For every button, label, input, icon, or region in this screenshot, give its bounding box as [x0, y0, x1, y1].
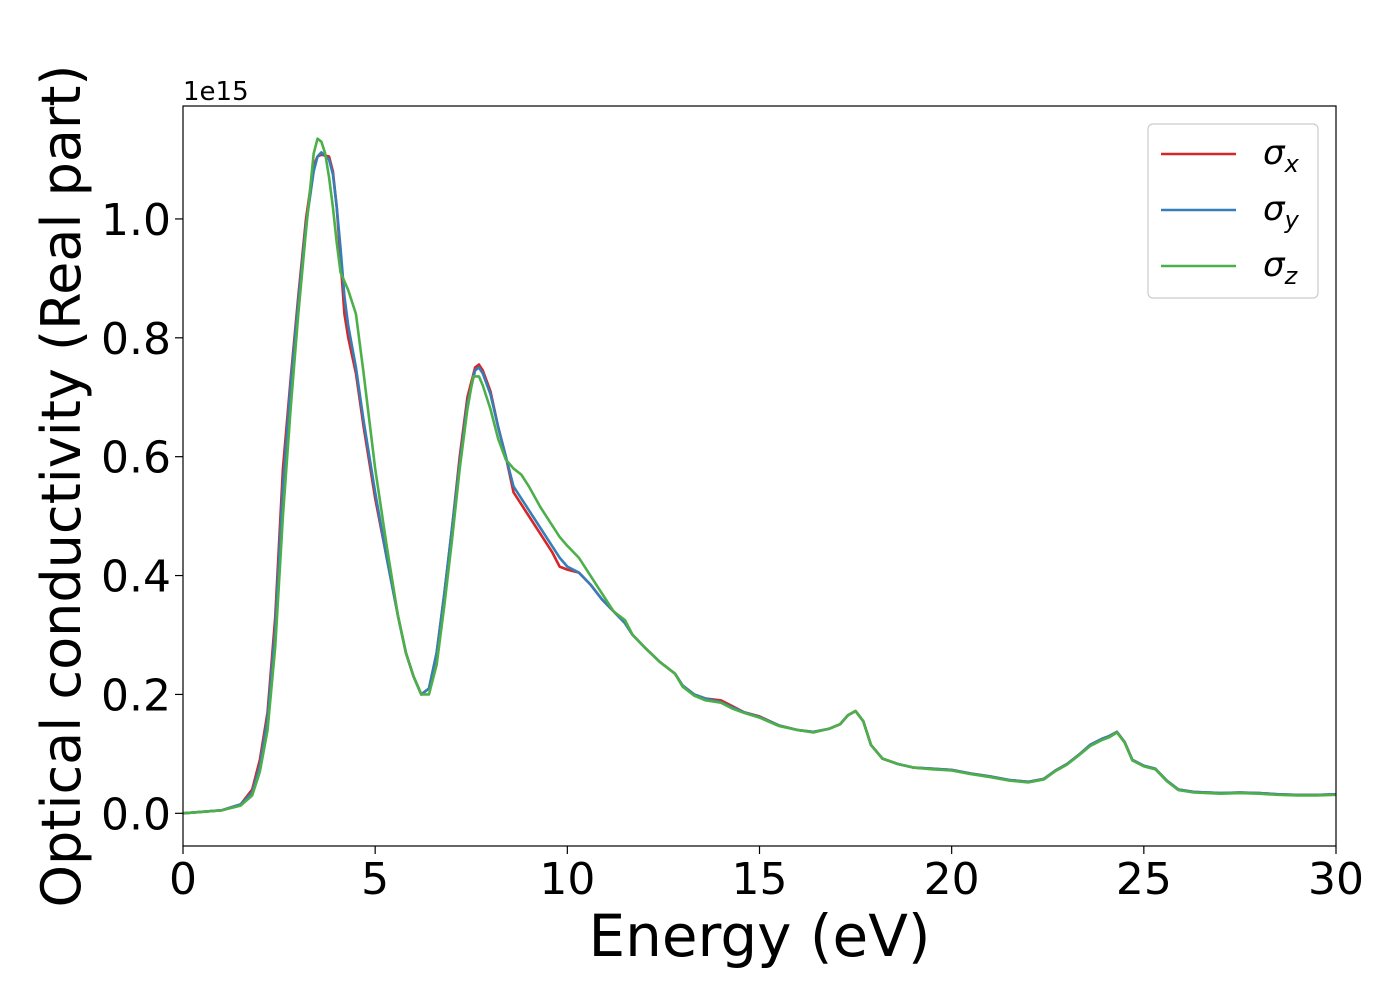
y-tick-label: 1.0	[101, 195, 171, 246]
legend: σx σy σz	[1147, 123, 1319, 299]
x-axis-label: Energy (eV)	[588, 902, 930, 970]
y-tick-label: 0.2	[101, 670, 171, 721]
y-tick-label: 0.0	[101, 789, 171, 840]
y-tick-label: 0.4	[101, 552, 171, 603]
x-axis: 0 5 10 15 20 25 30	[169, 846, 1364, 905]
x-tick-label: 25	[1116, 854, 1172, 905]
x-tick-label: 15	[732, 854, 788, 905]
x-tick-label: 0	[169, 854, 197, 905]
legend-label-z: σz	[1263, 245, 1299, 290]
x-tick-label: 10	[539, 854, 595, 905]
y-axis-label: Optical conductivity (Real part)	[30, 65, 93, 908]
x-tick-label: 20	[924, 854, 980, 905]
y-offset-label: 1e15	[183, 77, 249, 107]
legend-label-y: σy	[1263, 189, 1300, 234]
x-tick-label: 30	[1308, 854, 1364, 905]
series-layer	[183, 137, 1336, 815]
y-tick-label: 0.8	[101, 314, 171, 365]
y-tick-label: 0.6	[101, 433, 171, 484]
series-line-z	[183, 137, 1336, 815]
legend-label-x: σx	[1263, 133, 1300, 178]
y-axis: 0.0 0.2 0.4 0.6 0.8 1.0	[101, 195, 183, 840]
x-tick-label: 5	[361, 854, 389, 905]
